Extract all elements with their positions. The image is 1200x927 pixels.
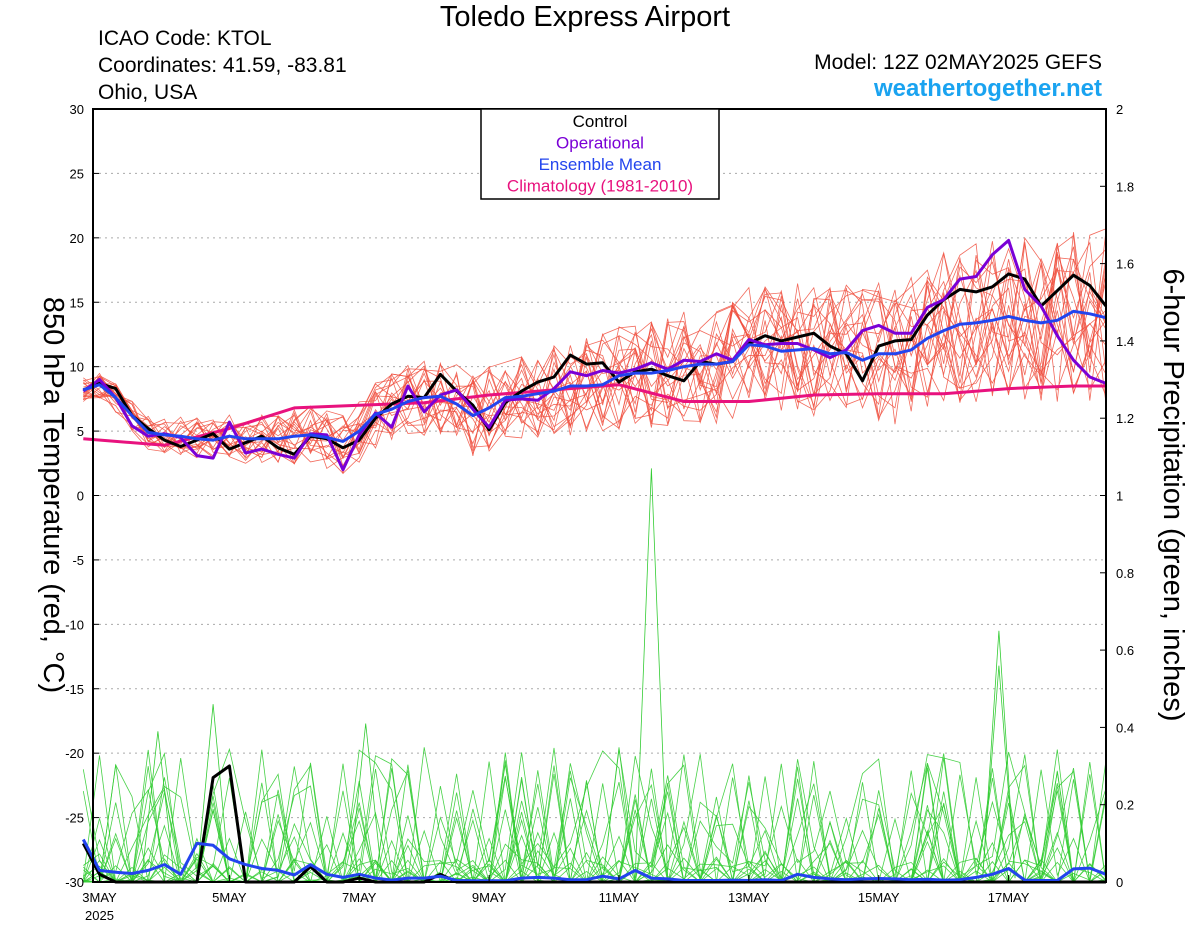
legend: Control Operational Ensemble Mean Climatolo… <box>480 108 720 200</box>
chart-title: Toledo Express Airport <box>439 1 731 33</box>
y2-tick-label: 1.6 <box>1116 257 1134 272</box>
precip-member-line <box>82 747 1107 884</box>
legend-entry: Ensemble Mean <box>539 155 662 174</box>
y2-tick-label: 0 <box>1116 875 1123 890</box>
x-tick-label: 3MAY <box>82 890 117 905</box>
y2-tick-label: 0.2 <box>1116 798 1134 813</box>
grid-lines <box>93 172 1106 819</box>
y-tick-label: -30 <box>65 875 84 890</box>
y-tick-label: -25 <box>65 811 84 826</box>
coordinates: Coordinates: 41.59, -83.81 <box>98 54 347 77</box>
precip-member-spike <box>982 630 1016 879</box>
y-tick-label: 15 <box>70 295 84 310</box>
y2-tick-label: 2 <box>1116 102 1123 117</box>
x-tick-label: 5MAY <box>212 890 247 905</box>
legend-entry: Climatology (1981-2010) <box>507 177 693 196</box>
ensemble-mean-precip-line <box>81 838 1107 883</box>
y-tick-label: -5 <box>72 553 84 568</box>
precip-member-spike <box>634 468 669 879</box>
y2-tick-label: 0.4 <box>1116 720 1134 735</box>
operational-temp-line <box>82 238 1107 472</box>
legend-box <box>480 108 720 200</box>
x-tick-label: 17MAY <box>988 890 1030 905</box>
y-tick-label: 30 <box>70 102 84 117</box>
x-tick-label: 11MAY <box>599 890 640 905</box>
temperature-member-line <box>83 253 1107 456</box>
y-tick-label: 20 <box>70 231 84 246</box>
y-tick-label: -10 <box>65 617 84 632</box>
x-tick-label: 15MAY <box>858 890 900 905</box>
temperature-member-line <box>82 242 1107 468</box>
y-tick-label: 5 <box>77 424 84 439</box>
y2-tick-label: 1.8 <box>1116 179 1134 194</box>
axis-ticks: 302520151050-5-10-15-20-25-3021.81.61.41… <box>65 102 1134 923</box>
y2-axis-title: 6-hour Precipitation (green, inches) <box>1157 269 1189 722</box>
y-tick-label: -20 <box>65 746 84 761</box>
model-run: Model: 12Z 02MAY2025 GEFS <box>814 51 1102 74</box>
x-tick-label: 7MAY <box>342 890 377 905</box>
x-tick-year: 2025 <box>85 908 114 923</box>
y2-tick-label: 1.4 <box>1116 334 1134 349</box>
y-tick-label: 0 <box>77 489 84 504</box>
y-tick-label: 10 <box>70 360 84 375</box>
temperature-member-line <box>83 241 1107 460</box>
y2-tick-label: 0.8 <box>1116 566 1134 581</box>
temperature-member-line <box>83 267 1107 452</box>
precip-member-line <box>82 754 1107 884</box>
precip-member-spike <box>349 723 383 879</box>
temperature-member-line <box>83 247 1107 452</box>
temperature-member-line <box>83 228 1107 458</box>
ensemble-mean-temp-line <box>82 309 1107 443</box>
legend-entry: Control <box>573 112 628 131</box>
region: Ohio, USA <box>98 81 198 104</box>
precip-member-spike <box>141 731 175 879</box>
x-tick-label: 13MAY <box>728 890 770 905</box>
x-tick-label: 9MAY <box>472 890 507 905</box>
y2-tick-label: 1 <box>1116 489 1123 504</box>
y2-tick-label: 1.2 <box>1116 411 1134 426</box>
precip-member-spike <box>196 704 230 879</box>
icao-code: ICAO Code: KTOL <box>98 27 272 50</box>
climatology-1981-2010-temp-line <box>83 383 1106 447</box>
temperature-member-line <box>82 234 1107 475</box>
y-tick-label: -15 <box>65 682 84 697</box>
site-link[interactable]: weathertogether.net <box>873 75 1102 102</box>
y2-tick-label: 0.6 <box>1116 643 1134 658</box>
y-tick-label: 25 <box>70 166 84 181</box>
y-axis-title: 850 hPa Temperature (red, °C) <box>37 297 69 693</box>
legend-entry: Operational <box>556 134 644 153</box>
precip-member-spike <box>982 665 1016 879</box>
